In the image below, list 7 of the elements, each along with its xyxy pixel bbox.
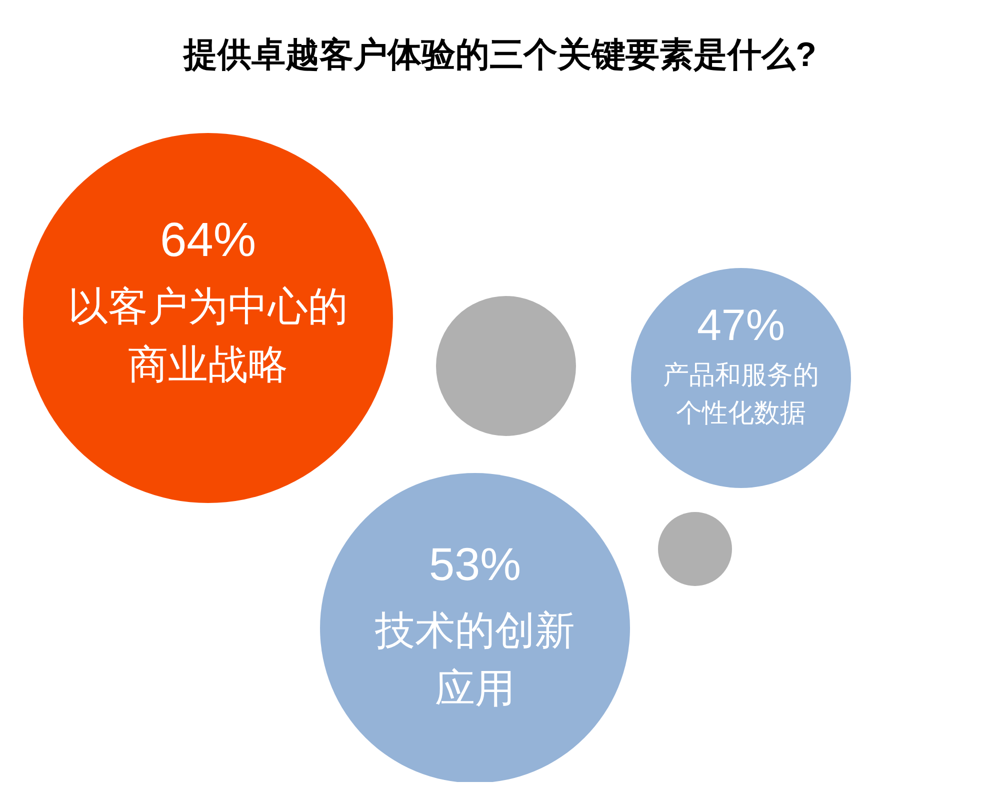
data-label: 53% [428,538,522,590]
category-label: 技术的创新应用 [374,609,575,711]
data-label: 64% [160,214,256,267]
data-label: 47% [696,301,786,350]
category-label: 以客户为中心的商业战略 [68,285,348,387]
text: 提供卓越客户体验的三个关键要素是什么? [182,36,816,74]
category-label: 产品和服务的个性化数据 [663,360,819,428]
